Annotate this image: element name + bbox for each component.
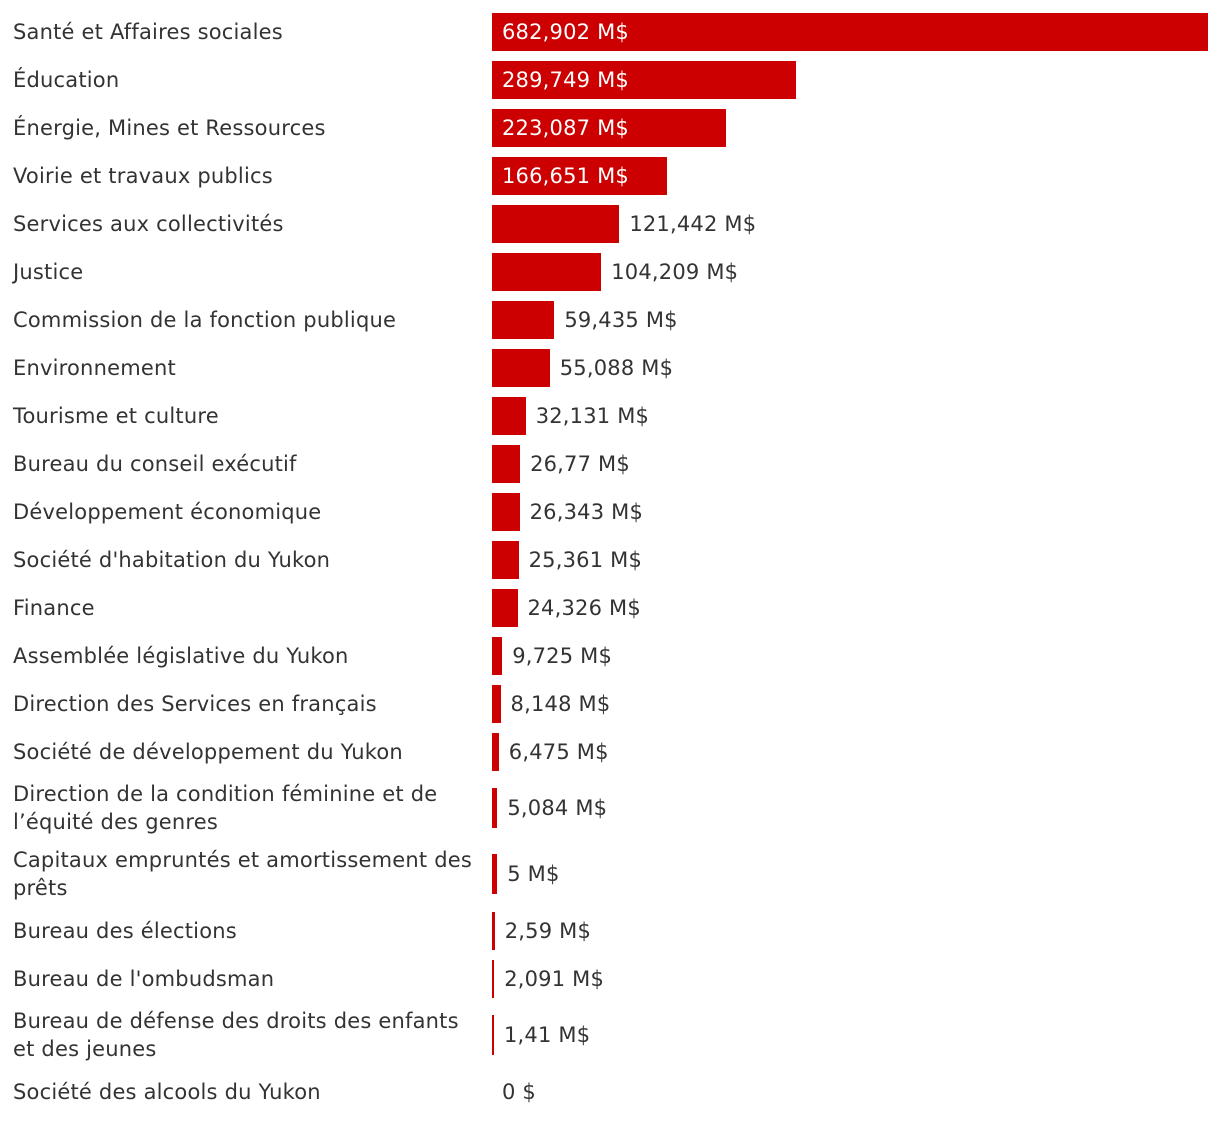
category-label: Bureau de défense des droits des enfants… [13,1009,459,1061]
bar [492,205,620,243]
bar [492,109,726,147]
bar-row: Bureau de défense des droits des enfants… [0,1005,1220,1065]
bar [492,1015,494,1055]
value-label: 8,148 M$ [510,692,611,716]
category-label: Assemblée législative du Yukon [13,644,349,668]
bar-row: Tourisme et culture 32,131 M$ [0,394,1220,438]
value-label: 121,442 M$ [629,212,757,236]
value-label: 24,326 M$ [527,596,641,620]
bar [492,960,495,998]
bar-row: Société des alcools du Yukon 0 $ [0,1070,1220,1114]
bar [492,349,550,387]
category-label: Éducation [13,68,120,92]
value-label: 59,435 M$ [564,308,678,332]
bar [492,854,498,894]
bar-row: Assemblée législative du Yukon 9,725 M$ [0,634,1220,678]
category-label: Capitaux empruntés et amortissement des … [13,848,473,900]
value-label: 2,091 M$ [504,967,605,991]
category-label: Services aux collectivités [13,212,284,236]
value-label: 682,902 M$ [502,20,629,44]
bar-row: Bureau des élections 2,59 M$ [0,909,1220,953]
bar-row: Commission de la fonction publique 59,435… [0,298,1220,342]
value-label: 104,209 M$ [611,260,739,284]
bar [492,912,495,950]
value-label: 0 $ [502,1080,536,1104]
value-label: 55,088 M$ [559,356,674,380]
category-label: Bureau du conseil exécutif [13,452,297,476]
bar [492,445,521,483]
category-label: Société d'habitation du Yukon [13,548,331,572]
category-label: Environnement [13,356,176,380]
category-label: Justice [13,260,84,284]
category-label: Tourisme et culture [13,404,219,428]
bar [492,157,667,195]
bar [492,733,499,771]
bar-row: Environnement 55,088 M$ [0,346,1220,390]
value-label: 32,131 M$ [535,404,650,428]
bar-row: Société d'habitation du Yukon 25,361 M$ [0,538,1220,582]
bar-row: Bureau du conseil exécutif 26,77 M$ [0,442,1220,486]
category-label: Finance [13,596,95,620]
value-label: 6,475 M$ [508,740,609,764]
bar [492,493,520,531]
bar [492,301,555,339]
value-label: 25,361 M$ [528,548,643,572]
bar [492,589,518,627]
value-label: 2,59 M$ [504,919,592,943]
value-label: 26,77 M$ [530,452,630,476]
category-label: Bureau des élections [13,919,237,943]
bar-row: Finance 24,326 M$ [0,586,1220,630]
bar [492,541,519,579]
bar-row: Capitaux empruntés et amortissement des … [0,844,1220,904]
bar [492,61,796,99]
category-label: Énergie, Mines et Ressources [13,116,326,140]
bar-row: Santé et Affaires sociales 682,902 M$ [0,10,1220,54]
category-label: Société de développement du Yukon [13,740,403,764]
bar-row: Voirie et travaux publics 166,651 M$ [0,154,1220,198]
category-label: Direction des Services en français [13,692,377,716]
category-label: Commission de la fonction publique [13,308,397,332]
category-label: Bureau de l'ombudsman [13,967,275,991]
bar-row: Développement économique 26,343 M$ [0,490,1220,534]
category-label: Société des alcools du Yukon [13,1080,321,1104]
value-label: 26,343 M$ [529,500,644,524]
value-label: 1,41 M$ [504,1023,591,1047]
category-label: Santé et Affaires sociales [13,20,283,44]
value-label: 223,087 M$ [502,116,629,140]
category-label: Direction de la condition féminine et de… [13,782,438,834]
bar-row: Services aux collectivités 121,442 M$ [0,202,1220,246]
bar-row: Société de développement du Yukon 6,475 M… [0,730,1220,774]
bar-row: Bureau de l'ombudsman 2,091 M$ [0,957,1220,1001]
value-label: 9,725 M$ [512,644,613,668]
bar-row: Direction des Services en français 8,148 … [0,682,1220,726]
bar [492,13,1208,51]
bar [492,253,602,291]
category-label: Développement économique [13,500,322,524]
bar-row: Énergie, Mines et Ressources 223,087 M$ [0,106,1220,150]
bar-row: Éducation 289,749 M$ [0,58,1220,102]
bar-row: Justice 104,209 M$ [0,250,1220,294]
bar-row: Direction de la condition féminine et de… [0,778,1220,838]
value-label: 5,084 M$ [507,796,608,820]
bar [492,685,501,723]
value-label: 166,651 M$ [502,164,629,188]
bar [492,397,526,435]
category-label: Voirie et travaux publics [13,164,273,188]
bar [492,637,503,675]
bar [492,788,498,828]
value-label: 289,749 M$ [502,68,629,92]
value-label: 5 M$ [507,862,560,886]
